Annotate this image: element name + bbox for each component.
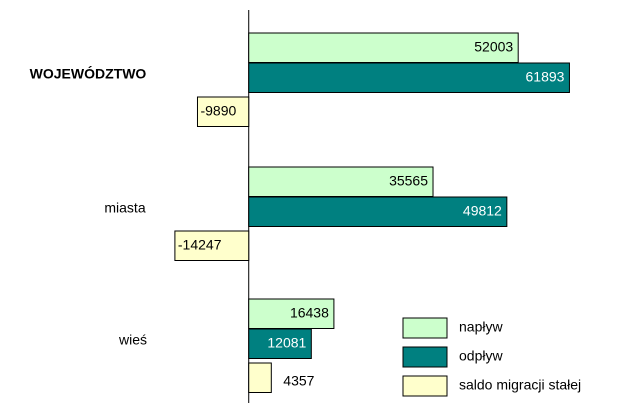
value-label: 61893 bbox=[526, 68, 565, 84]
value-label: 35565 bbox=[389, 172, 428, 188]
bar bbox=[248, 328, 312, 359]
legend-label: odpływ bbox=[459, 348, 503, 364]
legend-label: napływ bbox=[459, 319, 503, 335]
bar bbox=[248, 62, 570, 93]
value-label: -9890 bbox=[200, 102, 236, 118]
value-label: 52003 bbox=[474, 38, 513, 54]
value-label: 12081 bbox=[267, 334, 306, 350]
category-label: WOJEWÓDZTWO bbox=[30, 64, 147, 81]
legend-swatch bbox=[402, 346, 448, 368]
value-label: 4357 bbox=[283, 372, 314, 388]
value-label: 49812 bbox=[463, 202, 502, 218]
bar bbox=[174, 230, 250, 261]
value-label: 16438 bbox=[290, 304, 329, 320]
legend-swatch bbox=[402, 317, 448, 339]
bar bbox=[248, 362, 272, 393]
legend-swatch bbox=[402, 375, 448, 397]
value-label: -14247 bbox=[178, 236, 222, 252]
legend-label: saldo migracji stałej bbox=[459, 377, 581, 393]
bar bbox=[248, 196, 508, 227]
category-label: wieś bbox=[118, 331, 147, 347]
bar bbox=[196, 96, 250, 127]
bar bbox=[248, 298, 335, 329]
category-label: miasta bbox=[104, 199, 145, 215]
